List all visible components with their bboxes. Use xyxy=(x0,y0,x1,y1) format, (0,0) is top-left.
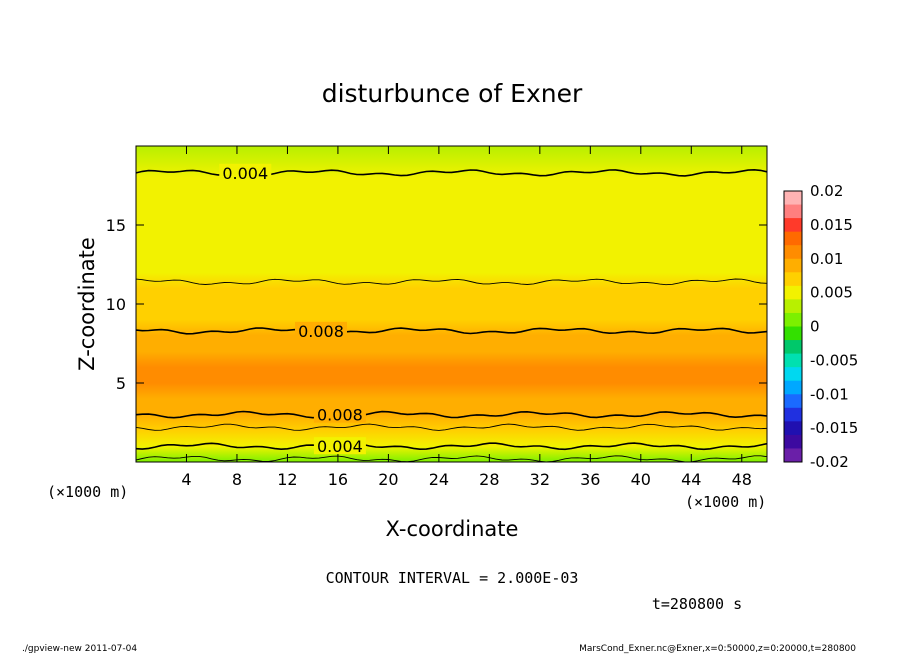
colorbar-swatch xyxy=(784,367,802,382)
colorbar-label: 0.01 xyxy=(810,250,843,268)
x-tick-label: 20 xyxy=(378,470,398,489)
y-tick-label: 15 xyxy=(106,216,126,235)
x-tick-label: 44 xyxy=(681,470,701,489)
contour-line xyxy=(136,410,767,419)
x-tick-label: 16 xyxy=(328,470,348,489)
colorbar-swatch xyxy=(784,326,802,341)
x-axis-label: X-coordinate xyxy=(386,517,519,541)
x-tick-label: 12 xyxy=(277,470,297,489)
colorbar-label: -0.015 xyxy=(810,419,858,437)
colorbar-swatch xyxy=(784,448,802,463)
plot-area: 0.004 0.008 0.008 0.004 xyxy=(136,146,767,462)
x-axis-unit-left: (×1000 m) xyxy=(47,483,128,501)
contour-lines: 0.004 0.008 0.008 0.004 xyxy=(136,163,767,462)
x-tick-label: 4 xyxy=(181,470,191,489)
colorbar-label: -0.01 xyxy=(810,385,849,403)
colorbar-swatch xyxy=(784,340,802,355)
chart-title: disturbunce of Exner xyxy=(322,79,583,108)
colorbar-frame xyxy=(783,190,803,463)
colorbar-swatch xyxy=(784,272,802,287)
x-tick-label: 32 xyxy=(530,470,550,489)
y-axis-ticks: 5 10 15 xyxy=(106,216,767,393)
shaded-field xyxy=(136,146,767,462)
contour-label-bg xyxy=(294,321,347,339)
colorbar-label: 0 xyxy=(810,318,820,336)
x-tick-label: 24 xyxy=(429,470,449,489)
contour-label: 0.004 xyxy=(317,437,363,456)
y-axis-label: Z-coordinate xyxy=(75,237,99,371)
colorbar-label: 0.005 xyxy=(810,284,853,302)
colorbar-swatch xyxy=(784,353,802,368)
y-tick-label: 10 xyxy=(106,295,126,314)
y-tick-label: 5 xyxy=(116,374,126,393)
colorbar-swatch xyxy=(784,204,802,219)
time-label: t=280800 s xyxy=(652,595,742,613)
x-tick-label: 28 xyxy=(479,470,499,489)
colorbar-swatch xyxy=(784,394,802,409)
contour-line xyxy=(136,327,767,335)
colorbar-swatch xyxy=(784,218,802,233)
contour-label: 0.004 xyxy=(222,164,268,183)
contour-interval-text: CONTOUR INTERVAL = 2.000E-03 xyxy=(326,569,579,587)
colorbar-swatch xyxy=(784,245,802,260)
colorbar-swatch xyxy=(784,258,802,273)
colorbar-swatch xyxy=(784,299,802,314)
contour-label-bg xyxy=(313,437,366,455)
contour-label: 0.008 xyxy=(298,322,344,341)
contour-line xyxy=(136,442,767,451)
colorbar-label: -0.02 xyxy=(810,453,849,471)
colorbar-label: 0.02 xyxy=(810,182,843,200)
colorbar xyxy=(784,191,802,463)
colorbar-label: -0.005 xyxy=(810,351,858,369)
x-tick-label: 48 xyxy=(732,470,752,489)
colorbar-swatch xyxy=(784,421,802,436)
colorbar-swatch xyxy=(784,312,802,327)
colorbar-labels: 0.02 0.015 0.01 0.005 0 -0.005 -0.01 -0.015 -0.0… xyxy=(810,182,858,471)
contour-line xyxy=(136,455,767,462)
footer-left: ./gpview-new 2011-07-04 xyxy=(22,644,137,654)
contour-label: 0.008 xyxy=(317,406,363,425)
colorbar-label: 0.015 xyxy=(810,216,853,234)
colorbar-swatch xyxy=(784,191,802,206)
colorbar-swatch xyxy=(784,231,802,246)
x-tick-label: 36 xyxy=(580,470,600,489)
x-tick-label: 8 xyxy=(232,470,242,489)
contour-line xyxy=(136,423,767,431)
x-axis-unit-right: (×1000 m) xyxy=(685,493,766,511)
colorbar-swatch xyxy=(784,285,802,300)
colorbar-swatch xyxy=(784,380,802,395)
x-axis-ticks: 4 8 12 16 20 24 28 32 36 40 44 48 xyxy=(181,146,752,489)
contour-label-bg xyxy=(219,163,272,181)
footer-right: MarsCond_Exner.nc@Exner,x=0:50000,z=0:20… xyxy=(579,644,856,654)
contour-label-bg xyxy=(313,405,366,423)
x-tick-label: 40 xyxy=(631,470,651,489)
colorbar-swatch xyxy=(784,434,802,449)
contour-line xyxy=(136,278,767,286)
colorbar-swatch xyxy=(784,407,802,422)
